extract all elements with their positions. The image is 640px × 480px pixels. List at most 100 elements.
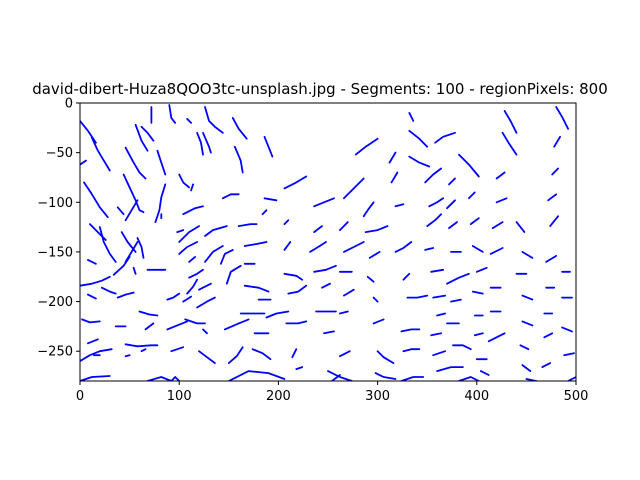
segment-line-173: [521, 320, 534, 327]
segment-line-15: [80, 375, 111, 381]
segment-line-147: [446, 199, 456, 210]
segment-line-178: [543, 332, 554, 339]
segment-line-93: [309, 241, 327, 253]
segment-line-121: [406, 294, 429, 299]
segment-line-155: [471, 290, 484, 295]
segment-line-159: [479, 370, 490, 376]
segment-line-51: [251, 348, 272, 361]
segment-line-69: [233, 145, 244, 174]
segment-line-39: [166, 292, 181, 301]
y-tick-label: −150: [37, 245, 73, 260]
segment-line-48: [198, 350, 216, 365]
segment-line-47: [170, 376, 181, 381]
segment-line-128: [408, 112, 415, 122]
segment-line-10: [116, 291, 135, 299]
segment-line-29: [132, 266, 137, 275]
segment-line-38: [178, 241, 199, 255]
segment-line-96: [313, 264, 337, 273]
segment-line-56: [184, 318, 206, 325]
y-tick-label: −100: [37, 196, 73, 211]
segment-line-107: [338, 221, 349, 232]
segment-line-95: [313, 225, 323, 234]
segment-line-148: [448, 177, 456, 186]
segment-line-140: [457, 376, 480, 381]
segment-line-57: [186, 278, 199, 295]
segment-line-46: [140, 348, 147, 353]
segment-line-86: [283, 219, 290, 226]
segment-line-77: [243, 284, 270, 293]
segment-line-138: [432, 350, 447, 357]
segment-line-144: [446, 272, 470, 285]
segment-line-102: [338, 350, 351, 358]
segment-line-26: [122, 173, 145, 214]
x-tick-label: 500: [564, 389, 589, 404]
segment-line-134: [430, 268, 445, 273]
segment-line-19: [100, 286, 117, 295]
segment-line-21: [124, 199, 139, 222]
segment-line-191: [567, 376, 576, 381]
y-tick-label: 0: [65, 97, 73, 112]
segment-line-152: [469, 217, 480, 226]
segment-line-143: [450, 298, 462, 303]
segment-line-132: [426, 213, 443, 228]
segment-line-110: [362, 201, 375, 218]
segment-line-88: [283, 272, 304, 281]
segment-line-4: [89, 223, 107, 241]
segment-line-24: [124, 146, 147, 180]
segment-line-112: [368, 250, 381, 259]
segment-line-25: [134, 123, 149, 152]
segment-line-3: [83, 181, 109, 219]
segment-line-136: [436, 312, 447, 317]
segment-line-92: [295, 366, 304, 371]
segment-line-135: [432, 294, 447, 299]
segment-line-174: [519, 344, 530, 351]
segment-line-59: [188, 255, 197, 263]
segment-line-103: [338, 310, 349, 315]
segment-line-89: [287, 284, 308, 295]
segment-line-74: [243, 241, 268, 247]
segment-line-37: [176, 229, 185, 234]
segment-line-71: [204, 225, 228, 237]
segment-line-41: [182, 295, 193, 303]
segment-line-20: [124, 241, 139, 263]
segment-line-17: [124, 354, 131, 358]
segment-line-137: [430, 332, 443, 337]
segment-line-65: [186, 118, 193, 124]
segment-line-169: [515, 221, 526, 234]
segment-line-108: [342, 177, 365, 200]
segment-line-18: [124, 343, 159, 348]
segment-line-99: [323, 330, 335, 335]
x-tick-label: 100: [167, 389, 192, 404]
segment-line-182: [549, 215, 559, 228]
segment-line-124: [394, 203, 405, 208]
segment-line-40: [138, 310, 159, 317]
segment-line-73: [225, 264, 242, 285]
segment-line-14: [80, 348, 113, 363]
segment-line-7: [80, 275, 111, 287]
segment-line-139: [436, 366, 464, 373]
segment-line-133: [424, 247, 435, 251]
y-tick-label: −250: [37, 345, 73, 360]
segment-line-97: [321, 282, 331, 289]
segment-line-111: [364, 225, 389, 234]
segment-line-164: [491, 221, 504, 230]
segment-line-165: [495, 197, 508, 204]
segment-line-157: [473, 332, 484, 337]
segment-line-125: [390, 171, 399, 184]
segment-line-82: [261, 209, 268, 216]
segment-line-36: [156, 149, 167, 176]
segment-line-42: [166, 320, 189, 331]
segment-line-75: [237, 223, 258, 228]
segment-line-90: [285, 320, 308, 325]
segment-line-66: [204, 106, 224, 134]
segment-line-186: [555, 106, 569, 130]
segment-line-123: [394, 241, 413, 253]
segment-line-87: [283, 241, 292, 251]
segment-line-30: [136, 237, 145, 259]
y-tick-label: −200: [37, 295, 73, 310]
segment-line-6: [87, 258, 97, 265]
segment-line-129: [408, 155, 431, 168]
segment-line-185: [553, 135, 561, 148]
x-tick-label: 300: [365, 389, 390, 404]
segment-line-22: [140, 125, 155, 142]
